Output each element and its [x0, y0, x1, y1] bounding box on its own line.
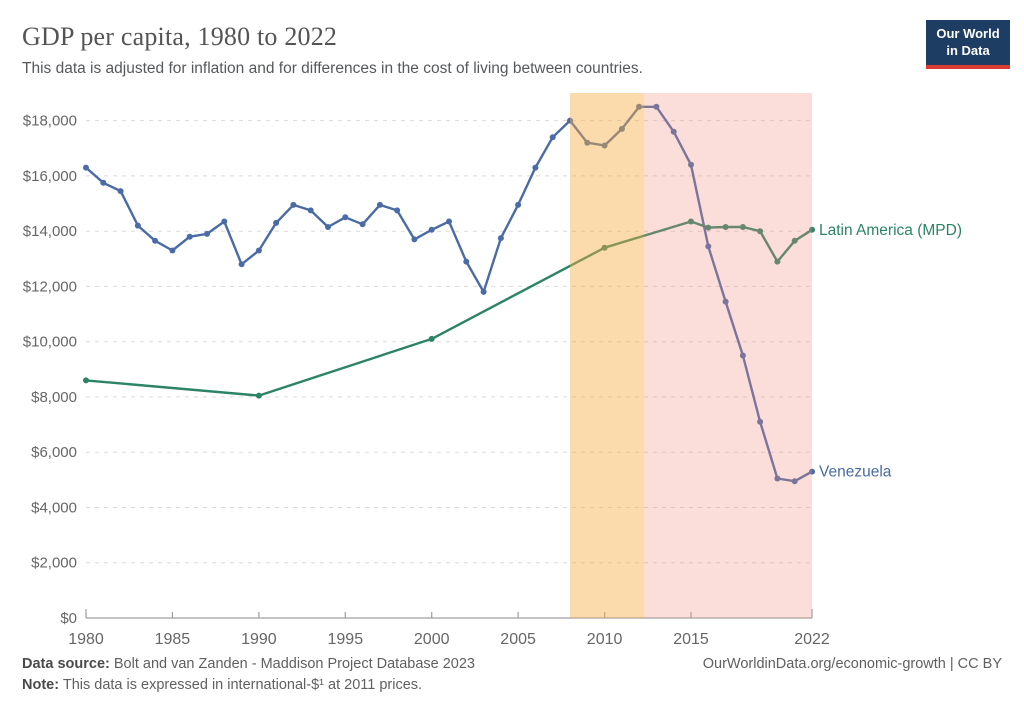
venezuela-point — [134, 222, 141, 229]
venezuela-point — [463, 258, 470, 265]
y-axis-tick-label: $8,000 — [31, 389, 77, 406]
footer: Data source: Bolt and van Zanden - Maddi… — [22, 656, 1002, 698]
venezuela-point — [152, 237, 159, 244]
x-axis-tick-label: 2005 — [500, 631, 536, 648]
y-axis-tick-label: $6,000 — [31, 444, 77, 461]
latin-america-mpd-point — [774, 258, 781, 265]
y-axis-tick-label: $12,000 — [23, 278, 77, 295]
x-axis-tick-label: 1980 — [68, 631, 104, 648]
venezuela-point — [446, 218, 452, 225]
venezuela-point — [532, 164, 539, 171]
latin-america-mpd-point — [757, 228, 764, 235]
highlight-band-pink — [644, 93, 812, 618]
venezuela-point — [618, 125, 625, 132]
venezuela-point — [307, 207, 314, 214]
x-axis-tick-label: 1985 — [155, 631, 191, 648]
latin-america-mpd-point — [428, 335, 435, 342]
venezuela-point — [705, 243, 712, 250]
venezuela-point — [653, 103, 660, 110]
y-axis-tick-label: $2,000 — [31, 555, 77, 572]
latin-america-mpd-point — [722, 224, 729, 230]
owid-logo[interactable]: Our World in Data — [926, 20, 1010, 69]
latin-america-mpd-point — [83, 377, 89, 384]
venezuela-point — [221, 218, 228, 225]
venezuela-point — [809, 468, 815, 475]
latin-america-mpd-point — [791, 237, 798, 244]
venezuela-point — [255, 247, 262, 254]
venezuela-point — [325, 224, 331, 230]
venezuela-point — [549, 134, 556, 141]
x-axis-tick-label: 1990 — [241, 631, 277, 648]
y-axis-tick-label: $16,000 — [23, 168, 77, 185]
venezuela-point — [411, 236, 418, 243]
venezuela-point — [567, 117, 573, 124]
venezuela-point — [497, 235, 504, 242]
venezuela-point — [688, 161, 694, 168]
x-axis-tick-label: 2000 — [414, 631, 450, 648]
latin-america-mpd-line[interactable] — [84, 220, 814, 397]
venezuela-point — [204, 230, 210, 237]
latin-america-mpd-point — [809, 226, 815, 233]
page-title: GDP per capita, 1980 to 2022 — [22, 22, 338, 51]
venezuela-point — [636, 103, 643, 110]
venezuela-point — [428, 226, 435, 233]
latin-america-mpd-point — [688, 218, 694, 225]
venezuela-point — [480, 288, 487, 295]
latin-america-mpd-point — [601, 244, 608, 251]
data-source-line: Data source: Bolt and van Zanden - Maddi… — [22, 656, 1002, 672]
y-axis-tick-label: $14,000 — [23, 223, 77, 240]
venezuela-point — [290, 201, 297, 208]
venezuela-point — [515, 201, 522, 208]
venezuela-point — [273, 219, 280, 226]
venezuela-point — [791, 478, 798, 485]
y-axis-tick-label: $4,000 — [31, 500, 77, 517]
note-line: Note: This data is expressed in internat… — [22, 677, 1002, 693]
y-axis-tick-label: $0 — [60, 610, 77, 627]
data-source-label: Data source: — [22, 656, 110, 672]
venezuela-point — [342, 214, 349, 221]
y-axis-tick-label: $18,000 — [23, 113, 77, 130]
x-axis-tick-label: 2015 — [673, 631, 709, 648]
venezuela-point — [584, 139, 591, 146]
venezuela-point — [722, 298, 729, 305]
series-label-venezuela[interactable]: Venezuela — [819, 464, 892, 481]
venezuela-point — [774, 475, 781, 482]
attribution-link[interactable]: OurWorldinData.org/economic-growth | CC … — [702, 656, 1002, 672]
x-axis-tick-label: 2010 — [587, 631, 623, 648]
venezuela-point — [186, 233, 193, 240]
venezuela-point — [100, 179, 107, 186]
data-source-text[interactable]: Bolt and van Zanden - Maddison Project D… — [113, 656, 475, 672]
venezuela-point — [359, 221, 366, 228]
x-axis-tick-label: 2022 — [794, 631, 830, 648]
owid-logo-line1: Our World — [936, 26, 1000, 41]
venezuela-point — [83, 164, 89, 171]
venezuela-point — [238, 261, 245, 268]
y-axis-tick-label: $10,000 — [23, 334, 77, 351]
series-label-latin-america-mpd[interactable]: Latin America (MPD) — [819, 222, 962, 239]
latin-america-mpd-point — [255, 392, 262, 399]
venezuela-point — [376, 201, 383, 208]
note-text: This data is expressed in international-… — [62, 677, 423, 693]
venezuela-point — [169, 247, 176, 254]
venezuela-point — [394, 207, 401, 214]
owid-logo-line2: in Data — [946, 42, 990, 58]
x-axis-tick-label: 1995 — [328, 631, 364, 648]
venezuela-point — [757, 418, 764, 425]
chart-subtitle: This data is adjusted for inflation and … — [22, 60, 643, 77]
latin-america-mpd-point — [705, 224, 712, 231]
highlight-band-orange — [570, 93, 645, 618]
venezuela-point — [117, 188, 124, 195]
note-label: Note: — [22, 677, 60, 693]
venezuela-point — [739, 352, 746, 359]
latin-america-mpd-point — [739, 224, 746, 230]
venezuela-point — [601, 142, 608, 149]
venezuela-point — [670, 128, 677, 135]
